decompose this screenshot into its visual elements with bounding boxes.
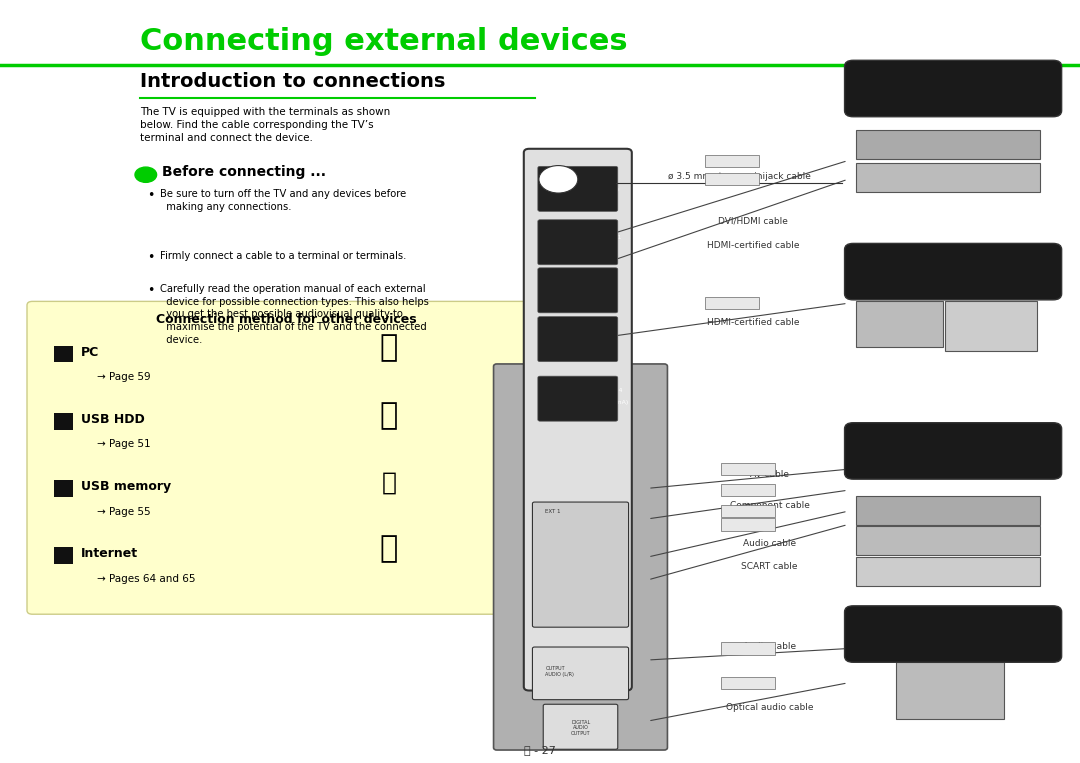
Text: •: • <box>147 251 154 264</box>
Text: HDMI 3
HDMI: HDMI 3 HDMI <box>582 332 605 343</box>
Text: → Page 59: → Page 59 <box>97 372 151 382</box>
Text: Carefully read the operation manual of each external
  device for possible conne: Carefully read the operation manual of e… <box>160 284 429 345</box>
Text: 💻: 💻 <box>380 333 397 362</box>
Text: OUTPUT
AUDIO (L/R): OUTPUT AUDIO (L/R) <box>545 666 575 677</box>
Bar <box>721 484 775 497</box>
Text: Be sure to turn off the TV and any devices before
  making any connections.: Be sure to turn off the TV and any devic… <box>160 189 406 212</box>
Text: •: • <box>147 284 154 297</box>
Text: Before connecting ...: Before connecting ... <box>162 165 326 179</box>
Text: Audio cable: Audio cable <box>743 642 796 651</box>
FancyBboxPatch shape <box>494 364 667 750</box>
Text: Firmly connect a cable to a terminal or terminals.: Firmly connect a cable to a terminal or … <box>160 251 406 261</box>
Text: EXT 1: EXT 1 <box>545 509 561 513</box>
Text: HDMI device
(Page 28): HDMI device (Page 28) <box>920 77 986 100</box>
FancyBboxPatch shape <box>543 704 618 749</box>
FancyBboxPatch shape <box>538 268 618 313</box>
Bar <box>856 130 1040 159</box>
Bar <box>856 526 1040 555</box>
Text: AV cable: AV cable <box>750 470 789 479</box>
Bar <box>54 547 73 564</box>
Bar <box>721 519 775 531</box>
Text: Audio cable: Audio cable <box>743 539 796 548</box>
Text: USB HDD: USB HDD <box>81 413 145 427</box>
FancyBboxPatch shape <box>845 423 1062 479</box>
FancyBboxPatch shape <box>845 60 1062 117</box>
Bar <box>856 496 1040 525</box>
Text: HDMI-certified cable: HDMI-certified cable <box>707 241 799 250</box>
Text: Optical audio cable: Optical audio cable <box>726 703 813 712</box>
Text: 🔌: 🔌 <box>381 470 396 494</box>
FancyBboxPatch shape <box>538 166 618 211</box>
FancyBboxPatch shape <box>845 606 1062 662</box>
Text: •: • <box>147 189 154 202</box>
FancyBboxPatch shape <box>845 243 1062 300</box>
Text: 🖥: 🖥 <box>380 401 397 430</box>
Text: → Pages 64 and 65: → Pages 64 and 65 <box>97 574 195 584</box>
FancyBboxPatch shape <box>27 301 545 614</box>
Text: Component cable: Component cable <box>730 501 809 510</box>
FancyBboxPatch shape <box>524 149 632 691</box>
Bar <box>704 298 758 310</box>
Circle shape <box>539 166 578 193</box>
Bar <box>721 463 775 475</box>
Text: ARC  HDMI 1
HDMI: ARC HDMI 1 HDMI <box>582 235 621 246</box>
Text: Video recording device
(Pages 29–30): Video recording device (Pages 29–30) <box>897 439 1009 462</box>
Text: HDMI 2/PC
AUDIO (L/R): HDMI 2/PC AUDIO (L/R) <box>582 182 619 192</box>
Text: USB memory: USB memory <box>81 480 171 494</box>
Text: Game console or
camcorder (Page 30): Game console or camcorder (Page 30) <box>902 260 1004 283</box>
Bar <box>856 557 1040 586</box>
Bar <box>945 301 1037 351</box>
FancyBboxPatch shape <box>538 220 618 265</box>
Text: HDMI-certified cable: HDMI-certified cable <box>707 317 799 327</box>
Text: Connecting external devices: Connecting external devices <box>140 27 629 56</box>
Bar <box>54 480 73 497</box>
Text: Introduction to connections: Introduction to connections <box>140 72 446 92</box>
Text: 🌐: 🌐 <box>380 534 397 563</box>
FancyBboxPatch shape <box>538 317 618 362</box>
Bar <box>856 163 1040 192</box>
Bar <box>721 642 775 655</box>
Bar <box>704 155 758 167</box>
Text: Audio device
(Page 30): Audio device (Page 30) <box>919 623 987 645</box>
Bar <box>704 173 758 185</box>
FancyBboxPatch shape <box>538 376 618 421</box>
Text: → Page 51: → Page 51 <box>97 439 151 449</box>
Text: MHL  HDMI 4
HDMI
(DC5V 900mA): MHL HDMI 4 HDMI (DC5V 900mA) <box>582 388 629 405</box>
Text: ø 3.5 mm stereo minijack cable: ø 3.5 mm stereo minijack cable <box>669 172 811 181</box>
Text: → Page 55: → Page 55 <box>97 507 151 517</box>
FancyBboxPatch shape <box>532 647 629 700</box>
Text: Connection method for other devices: Connection method for other devices <box>156 313 417 326</box>
Bar <box>721 677 775 689</box>
Circle shape <box>135 167 157 182</box>
FancyBboxPatch shape <box>532 502 629 627</box>
Text: SCART cable: SCART cable <box>741 562 798 571</box>
Text: DVI/HDMI cable: DVI/HDMI cable <box>718 216 788 225</box>
Text: DIGITAL
AUDIO
OUTPUT: DIGITAL AUDIO OUTPUT <box>571 720 591 736</box>
Bar <box>54 346 73 362</box>
Text: Ⓐ - 27: Ⓐ - 27 <box>524 745 556 755</box>
Text: The TV is equipped with the terminals as shown
below. Find the cable correspondi: The TV is equipped with the terminals as… <box>140 107 391 143</box>
Bar <box>54 413 73 430</box>
Text: Internet: Internet <box>81 547 138 561</box>
Text: PC: PC <box>81 346 99 359</box>
Bar <box>721 505 775 517</box>
Bar <box>856 301 943 347</box>
Bar <box>896 662 1004 719</box>
Text: HDMI 2
HDMI: HDMI 2 HDMI <box>582 283 605 294</box>
